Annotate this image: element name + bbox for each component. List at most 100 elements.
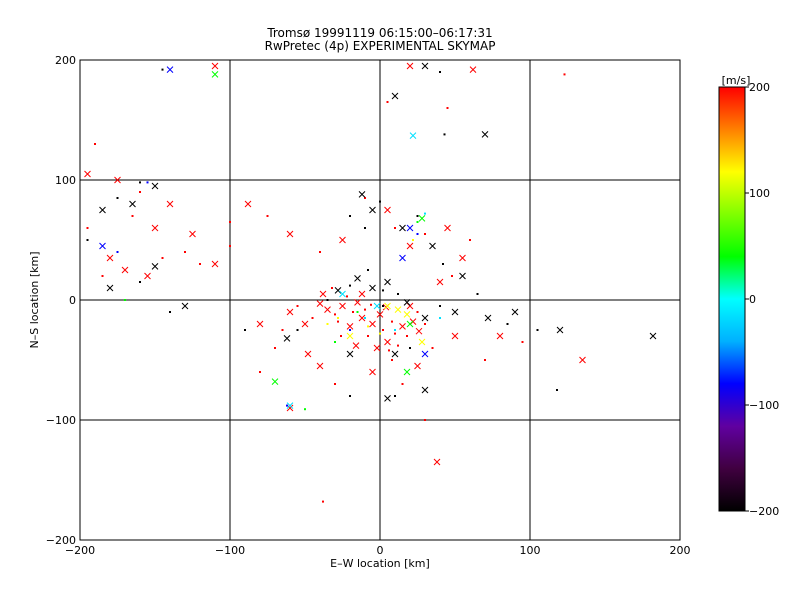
data-point-x (406, 224, 414, 232)
data-point-x (406, 320, 414, 328)
data-marks (84, 62, 657, 503)
y-tick-label: 0 (69, 294, 76, 307)
data-point-x (352, 342, 360, 349)
colorbar-tick-label: 200 (749, 81, 770, 94)
data-point-x (469, 66, 477, 73)
data-point-x (211, 260, 219, 268)
data-point-dot (394, 227, 396, 229)
colorbar-tick-label: 100 (749, 187, 770, 200)
data-point-dot (382, 329, 384, 331)
data-point-x (421, 350, 429, 358)
data-point-x (409, 132, 417, 139)
data-point-dot (416, 311, 419, 313)
data-point-dot (367, 269, 369, 271)
data-point-dot (364, 317, 366, 319)
data-point-x (384, 302, 391, 310)
data-point-x (484, 314, 492, 322)
data-point-dot (266, 215, 269, 217)
data-point-x (369, 368, 376, 376)
data-point-dot (169, 311, 171, 313)
data-point-dot (337, 317, 339, 319)
data-point-x (286, 402, 294, 409)
data-point-x (418, 338, 426, 346)
data-point-x (151, 263, 159, 270)
y-axis: −200 −100 0 100 200 (46, 54, 86, 547)
data-point-dot (296, 305, 299, 307)
data-point-dot (439, 317, 441, 319)
data-point-dot (536, 329, 539, 331)
data-point-dot (451, 275, 453, 277)
data-point-dot (86, 239, 89, 241)
data-point-x (144, 272, 151, 280)
data-point-dot (334, 313, 336, 316)
data-point-x (451, 308, 459, 316)
data-point-dot (409, 347, 411, 349)
data-point-dot (146, 181, 149, 184)
colorbar: [m/s] 200 100 0 −100 −200 (718, 74, 779, 518)
data-point-dot (304, 408, 306, 411)
data-point-x (316, 362, 324, 370)
data-point-x (384, 278, 391, 286)
data-point-dot (382, 305, 384, 307)
data-point-x (403, 299, 411, 306)
data-point-x (429, 242, 436, 250)
data-point-x (339, 236, 346, 244)
data-point-dot (442, 263, 444, 265)
data-point-x (415, 327, 423, 335)
data-point-x (339, 302, 346, 310)
data-point-x (99, 242, 106, 250)
data-point-x (84, 170, 91, 178)
data-point-dot (286, 404, 288, 407)
data-point-dot (349, 284, 351, 287)
y-tick-label: 100 (55, 174, 76, 187)
data-point-x (369, 320, 376, 328)
data-point-x (346, 350, 354, 358)
data-point-dot (259, 371, 261, 373)
data-point-dot (416, 233, 419, 235)
data-point-dot (563, 73, 566, 76)
data-point-x (319, 290, 327, 298)
data-point-dot (367, 325, 369, 328)
y-tick-label: −200 (46, 534, 76, 547)
data-point-x (189, 230, 196, 238)
data-point-dot (322, 500, 324, 503)
data-point-dot (131, 215, 134, 217)
data-point-x (301, 320, 309, 328)
data-point-x (373, 344, 381, 352)
data-point-dot (424, 212, 426, 215)
data-point-x (421, 314, 429, 322)
data-point-x (271, 378, 279, 385)
data-point-x (436, 278, 444, 286)
data-point-x (324, 306, 331, 313)
data-point-dot (244, 329, 246, 331)
y-tick-label: 200 (55, 54, 76, 67)
chart-subtitle: RwPretec (4p) EXPERIMENTAL SKYMAP (265, 39, 496, 53)
data-point-dot (394, 395, 396, 397)
data-point-x (358, 290, 366, 298)
data-point-x (211, 62, 219, 70)
data-point-dot (397, 293, 399, 295)
data-point-dot (364, 308, 366, 311)
data-point-dot (274, 347, 276, 349)
data-point-dot (139, 281, 141, 283)
data-point-x (579, 356, 586, 364)
data-point-dot (331, 287, 333, 289)
data-point-dot (506, 323, 509, 325)
data-point-dot (116, 197, 119, 199)
data-point-dot (379, 332, 381, 335)
data-point-dot (101, 275, 104, 277)
data-point-x (283, 335, 291, 342)
data-point-x (151, 224, 159, 232)
data-point-dot (139, 181, 141, 184)
data-point-dot (391, 359, 393, 361)
data-point-dot (469, 239, 471, 241)
data-point-dot (349, 215, 351, 217)
data-point-dot (139, 191, 141, 193)
colorbar-gradient (718, 86, 746, 512)
data-point-dot (439, 71, 441, 73)
data-point-dot (391, 320, 393, 323)
data-point-x (399, 254, 406, 262)
colorbar-tick-label: −200 (749, 505, 779, 518)
data-point-dot (446, 107, 449, 109)
data-point-dot (521, 341, 524, 343)
